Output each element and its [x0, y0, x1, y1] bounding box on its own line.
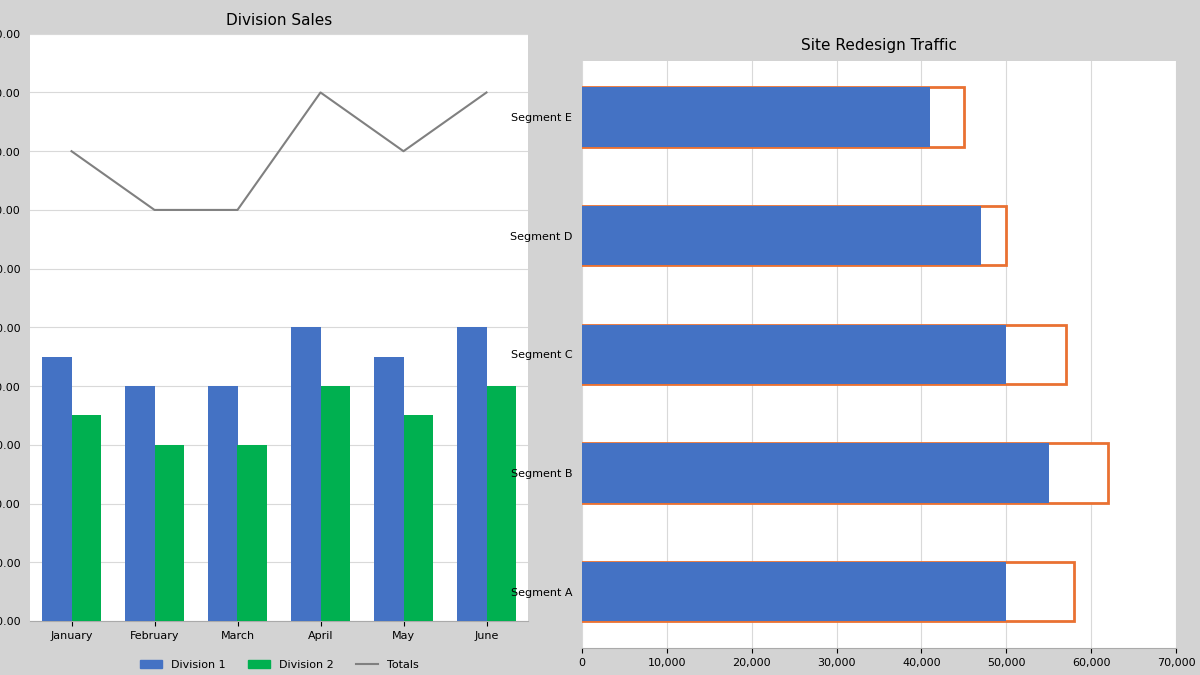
- Legend: Division 1, Division 2, Totals: Division 1, Division 2, Totals: [136, 655, 422, 674]
- Bar: [582, 562, 1074, 621]
- Bar: [209, 386, 238, 621]
- Bar: [403, 415, 432, 621]
- Bar: [582, 443, 1049, 503]
- Bar: [582, 206, 1007, 265]
- Bar: [582, 325, 1066, 384]
- Title: Site Redesign Traffic: Site Redesign Traffic: [802, 38, 958, 53]
- Bar: [457, 327, 486, 621]
- Title: Division Sales: Division Sales: [226, 14, 332, 28]
- Bar: [582, 88, 930, 146]
- Bar: [582, 562, 1007, 621]
- Bar: [582, 325, 1007, 384]
- Bar: [582, 443, 1108, 503]
- Bar: [72, 415, 101, 621]
- Bar: [42, 356, 72, 621]
- Bar: [320, 386, 349, 621]
- Bar: [582, 206, 980, 265]
- Bar: [155, 445, 184, 621]
- Bar: [126, 386, 155, 621]
- Bar: [582, 88, 964, 146]
- Bar: [292, 327, 320, 621]
- Bar: [374, 356, 403, 621]
- Bar: [238, 445, 266, 621]
- Bar: [486, 386, 516, 621]
